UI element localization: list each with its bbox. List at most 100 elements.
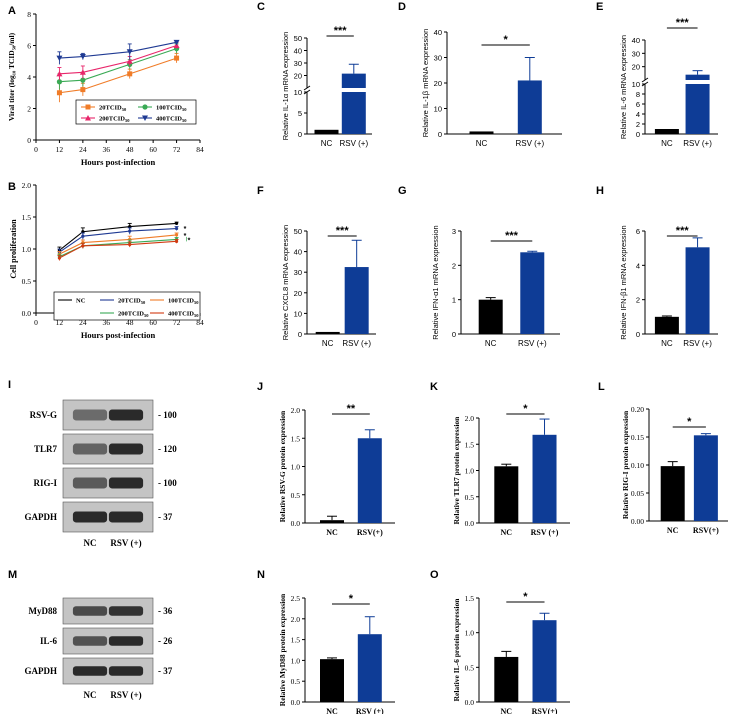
marker-dot — [57, 256, 62, 260]
x-tick-label: 12 — [56, 145, 64, 154]
x-category-label: NC — [667, 526, 679, 535]
bar-rsv — [357, 438, 382, 523]
marker-triangle — [56, 70, 63, 77]
y-tick-label: 40 — [632, 36, 640, 45]
marker-triangle-down — [56, 55, 63, 62]
y-tick-label: 2.0 — [22, 181, 32, 190]
legend-subscript: 50 — [144, 313, 149, 318]
legend-text: 200TCID — [99, 116, 125, 123]
x-category-label: NC — [326, 707, 338, 714]
y-axis-label: Relative RIG-I protein expression — [621, 410, 630, 519]
y-tick-label: 30 — [632, 49, 640, 58]
y-axis-label: Relative MyD88 protein expression — [278, 593, 287, 706]
x-tick-label: 24 — [79, 145, 87, 154]
panel-letter-f: F — [257, 185, 264, 197]
bar-nc — [494, 466, 519, 523]
legend-subscript: 50 — [194, 300, 199, 305]
y-tick-label: 1.0 — [291, 463, 301, 472]
chart-o: 0.0 0.5 1.0 1.5 NC RSV(+) Relative IL-6 protei… — [452, 591, 570, 714]
axis-break-mark — [303, 85, 311, 91]
y-tick-label: 0 — [452, 330, 456, 339]
y-tick-label: 0.5 — [291, 491, 301, 500]
panel-letter-g: G — [398, 185, 407, 197]
significance-label: * — [184, 233, 187, 240]
x-tick-label: 36 — [103, 145, 111, 154]
marker-circle — [80, 77, 86, 83]
y-axis-label: Relative IFN-α1 mRNA expression — [431, 225, 440, 339]
y-axis-label: Relative IL-6 protein expression — [452, 598, 461, 702]
y-axis-label: Relative IFN-β1 mRNA expression — [619, 225, 628, 339]
legend-label: 200TCID50 — [118, 311, 149, 319]
y-tick-label: 5 — [298, 109, 302, 118]
bar-nc — [654, 316, 679, 334]
bar-nc — [660, 466, 685, 521]
band-nc — [72, 409, 108, 421]
band-nc — [72, 443, 108, 455]
y-tick-label: 1.0 — [465, 467, 475, 476]
bar-rsv — [693, 435, 718, 521]
significance-label: *** — [676, 225, 690, 237]
band-nc — [72, 636, 108, 646]
band-rsv — [108, 477, 144, 489]
y-tick-label: 0.10 — [631, 461, 644, 470]
chart-n: 0.0 0.5 1.0 1.5 2.0 2.5 NC RSV (+) Relative MyD8… — [278, 593, 395, 714]
legend-label: 400TCID50 — [168, 311, 199, 319]
panel-letter-d: D — [398, 1, 406, 13]
marker-dot — [174, 239, 179, 243]
x-category-label: RSV (+) — [518, 339, 547, 348]
lane-label: NC — [84, 690, 97, 700]
y-axis-label: Viral titer (log10 TCID50/ml) — [7, 32, 17, 121]
x-tick-label: 0 — [34, 145, 38, 154]
x-tick-label: 48 — [126, 318, 134, 327]
significance-label: *** — [336, 225, 350, 237]
y-tick-label: 20 — [632, 63, 640, 72]
marker-triangle — [126, 58, 133, 64]
y-axis-label-part: Viral titer (log — [7, 75, 16, 121]
chart-c: 0 5 10 20 30 40 50 NC RSV (+) Relative IL-1α mRNA… — [281, 25, 372, 148]
legend-text: 100TCID — [156, 105, 182, 112]
band-nc — [72, 606, 108, 616]
bar-rsv-upper — [341, 73, 366, 88]
y-tick-label: 0 — [438, 130, 442, 139]
marker-triangle-down — [142, 115, 148, 121]
y-tick-label: 8 — [636, 90, 640, 99]
x-category-label: RSV(+) — [693, 526, 719, 535]
series-line — [59, 44, 177, 75]
x-category-label: NC — [321, 139, 333, 148]
y-tick-label: 0.0 — [465, 519, 475, 528]
y-tick-label: 0.05 — [631, 489, 644, 498]
y-tick-label: 4 — [636, 110, 640, 119]
y-tick-label: 3 — [452, 227, 456, 236]
y-tick-label: 0.5 — [22, 277, 32, 286]
bar-rsv-lower — [685, 84, 710, 134]
protein-label: RSV-G — [30, 410, 57, 420]
x-category-label: RSV(+) — [532, 707, 558, 714]
series-line — [59, 57, 177, 94]
y-tick-label: 10 — [294, 309, 302, 318]
x-tick-label: 72 — [173, 145, 181, 154]
y-tick-label: 0.5 — [291, 677, 301, 686]
y-axis-label-part: /ml) — [7, 32, 16, 46]
y-tick-label: 4 — [27, 73, 31, 82]
marker-square — [174, 55, 180, 61]
bar-nc — [320, 520, 344, 523]
panel-letter-j: J — [257, 381, 263, 393]
y-tick-label: 6 — [636, 227, 640, 236]
significance-label: * — [523, 591, 528, 603]
series-line — [59, 41, 177, 59]
x-category-label: RSV (+) — [356, 707, 384, 714]
y-tick-label: 0.5 — [465, 493, 475, 502]
panel-letter-e: E — [596, 1, 603, 13]
panel-letter-n: N — [257, 569, 265, 581]
marker-dot — [128, 229, 132, 233]
kda-label: - 36 — [158, 606, 173, 616]
significance-label: * — [687, 416, 692, 428]
y-tick-label: 0 — [27, 136, 31, 145]
y-tick-label: 40 — [434, 28, 442, 37]
y-axis-label: Relative CXCL8 mRNA expression — [281, 225, 290, 340]
band-rsv — [108, 409, 144, 421]
axis-break-mark — [641, 77, 649, 83]
y-tick-label: 0.0 — [291, 519, 301, 528]
